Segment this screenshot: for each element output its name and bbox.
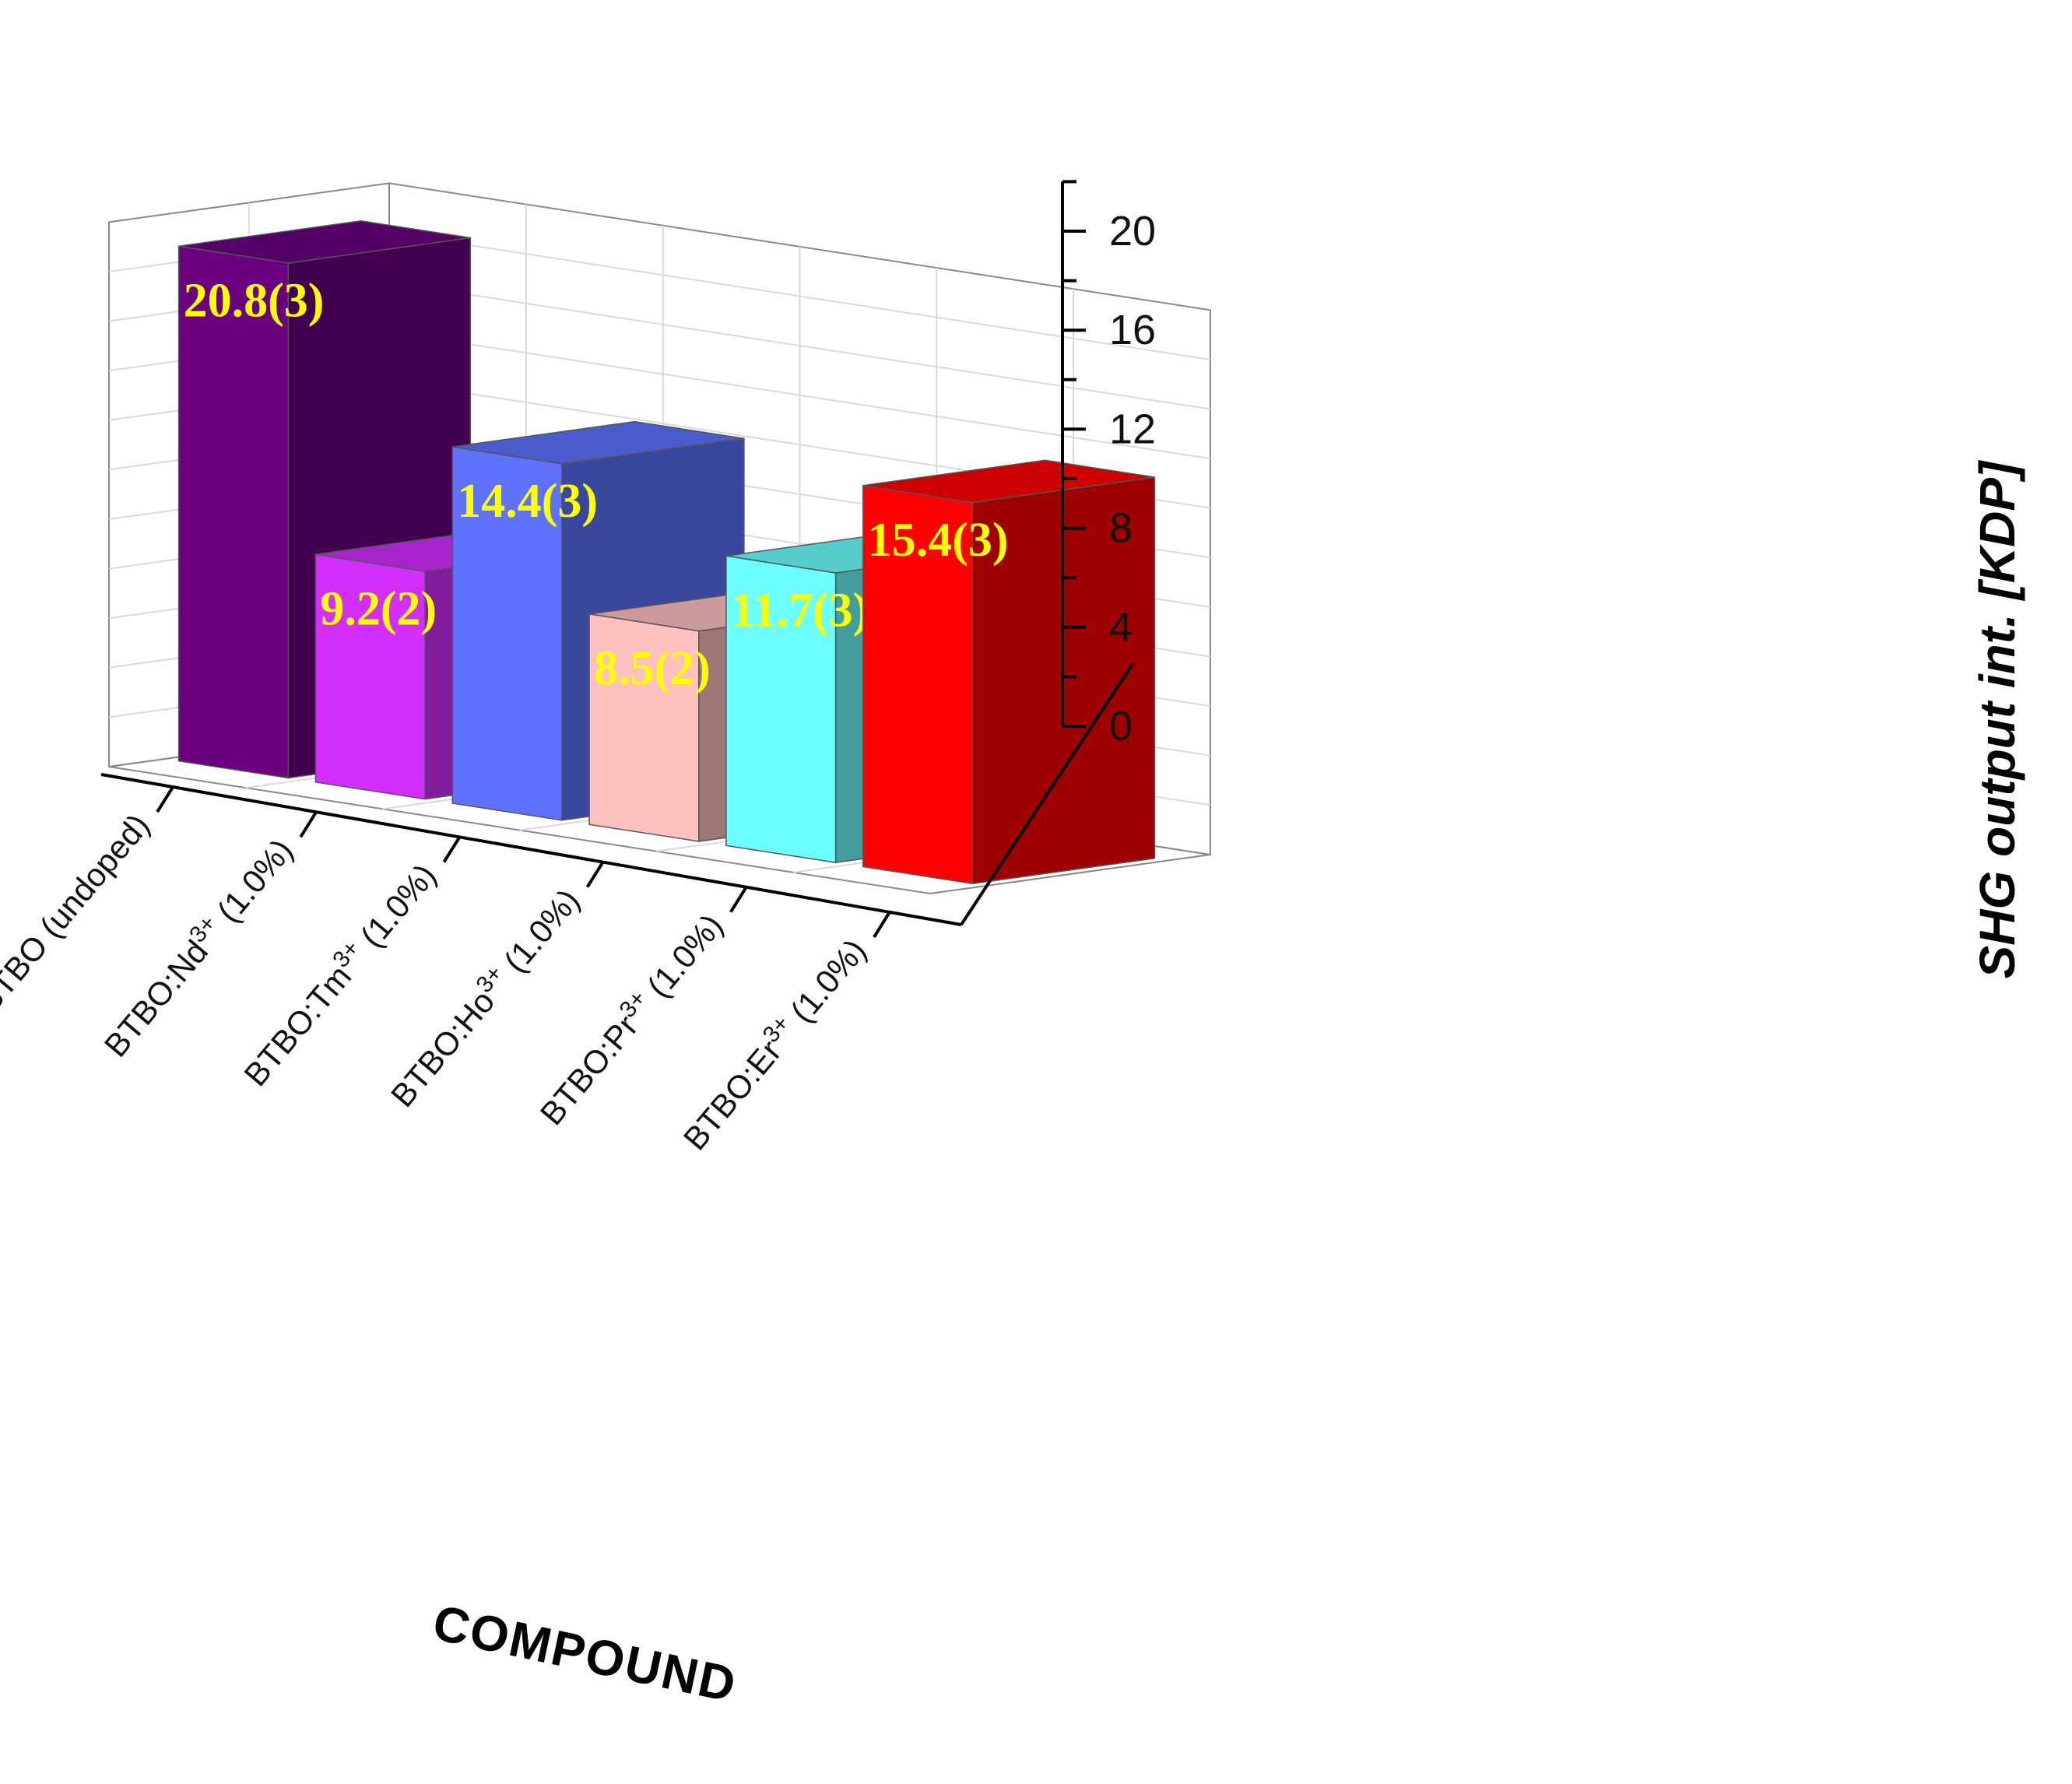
bar-front <box>588 613 700 842</box>
x-tick <box>873 911 891 938</box>
bar-6: 15.4(3) <box>862 459 1156 885</box>
y-tick-label: 16 <box>1109 307 1156 353</box>
bars: 20.8(3) 9.2(2) 14.4(3) 8.5(2) 11.7(3) 15.4(3) <box>177 220 1156 885</box>
y-axis-title: SHG output int. [KDP] <box>1969 459 2025 978</box>
bar-value-label: 20.8(3) <box>184 274 325 327</box>
x-tick <box>442 836 462 863</box>
depth-axis-line <box>960 662 1134 926</box>
x-tick-label: BTBO:Pr3+ (1.0%) <box>531 905 730 1132</box>
bar-front <box>451 446 563 821</box>
y-tick-label: 4 <box>1109 604 1133 651</box>
x-tick-label: BTBO:Er3+ (1.0%) <box>674 930 873 1157</box>
bar-value-label: 14.4(3) <box>457 475 598 528</box>
bar-front <box>725 555 837 863</box>
bar-front <box>314 553 426 800</box>
y-tick-label: 12 <box>1109 406 1156 452</box>
y-tick-label: 20 <box>1109 208 1156 255</box>
x-tick <box>299 811 318 838</box>
x-axis-title: COMPOUND <box>428 1594 742 1713</box>
x-axis-line <box>100 773 962 926</box>
bar-value-label: 15.4(3) <box>868 514 1009 567</box>
bar-value-label: 8.5(2) <box>594 642 711 695</box>
bar-front <box>177 245 290 779</box>
y-tick-label: 0 <box>1109 703 1133 750</box>
bar-value-label: 11.7(3) <box>731 584 869 637</box>
y-tick-label: 8 <box>1109 505 1133 552</box>
bar-value-label: 9.2(2) <box>320 582 437 635</box>
bar-front <box>862 484 974 885</box>
x-tick-label: BTBO (undoped) <box>0 807 156 1020</box>
x-tick <box>585 861 605 888</box>
x-tick <box>156 786 174 813</box>
y-axis: 0 4 8 12 16 20 <box>1061 180 1156 750</box>
x-tick <box>729 886 748 913</box>
